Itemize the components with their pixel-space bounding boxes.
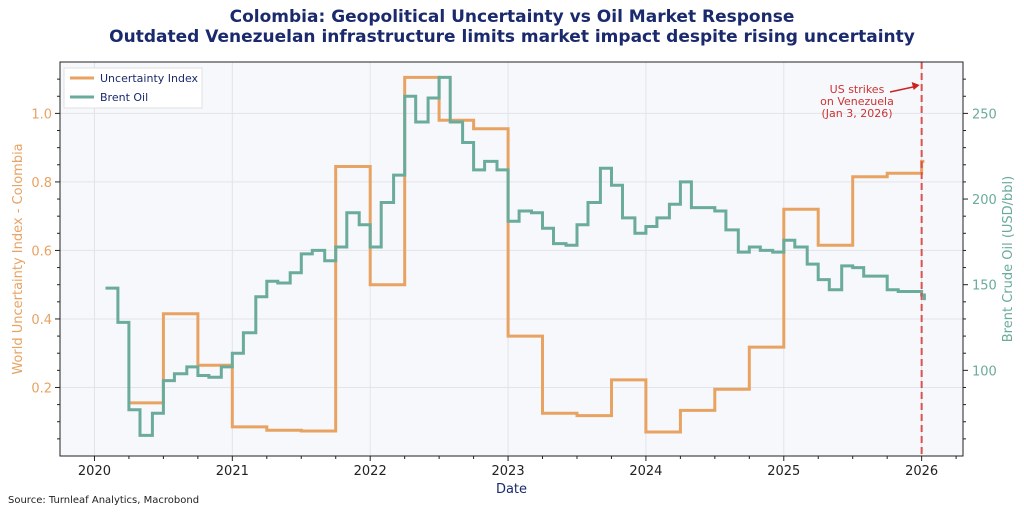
y-left-tick-label: 0.4 — [31, 313, 52, 328]
x-tick-label: 2021 — [216, 464, 249, 479]
event-arrowhead — [911, 82, 920, 90]
y-axis-left-label: World Uncertainty Index - Colombia — [11, 143, 26, 374]
y-right-tick-label: 250 — [972, 107, 997, 122]
x-tick-label: 2023 — [492, 464, 525, 479]
uncertainty-line — [128, 75, 925, 434]
y-left-tick-label: 0.8 — [31, 176, 52, 191]
plot-area — [60, 62, 963, 456]
axis-ticks: 2020 2021 2022 2023 2024 2025 2026 0.2 0.4 0.6 0.8… — [31, 78, 997, 479]
legend-label-uncertainty: Uncertainty Index — [100, 72, 199, 85]
x-axis-label: Date — [496, 482, 527, 497]
source-note: Source: Turnleaf Analytics, Macrobond — [8, 495, 199, 506]
x-tick-label: 2022 — [354, 464, 387, 479]
y-left-tick-label: 0.2 — [31, 381, 52, 396]
legend-label-brent: Brent Oil — [100, 91, 148, 104]
event-annotation-line: (Jan 3, 2026) — [821, 107, 892, 120]
x-tick-label: 2020 — [78, 464, 111, 479]
legend: Uncertainty Index Brent Oil — [63, 67, 203, 109]
x-tick-label: 2025 — [767, 464, 800, 479]
series-layer — [105, 75, 926, 437]
y-axis-right-label: Brent Crude Oil (USD/bbl) — [1001, 176, 1016, 343]
y-right-tick-label: 200 — [972, 193, 997, 208]
plot-frame — [59, 61, 964, 457]
x-tick-label: 2024 — [629, 464, 662, 479]
event-annotation-line: on Venezuela — [820, 95, 894, 108]
brent-line — [105, 75, 926, 437]
event-annotation-line: US strikes — [830, 83, 885, 96]
legend-box — [63, 67, 203, 109]
x-tick-label: 2026 — [905, 464, 938, 479]
chart-title: Colombia: Geopolitical Uncertainty vs Oi… — [230, 7, 795, 27]
y-right-tick-label: 150 — [972, 279, 997, 294]
y-left-tick-label: 0.6 — [31, 244, 52, 259]
y-left-tick-label: 1.0 — [31, 107, 52, 122]
y-right-tick-label: 100 — [972, 364, 997, 379]
chart-subtitle: Outdated Venezuelan infrastructure limit… — [109, 27, 915, 47]
